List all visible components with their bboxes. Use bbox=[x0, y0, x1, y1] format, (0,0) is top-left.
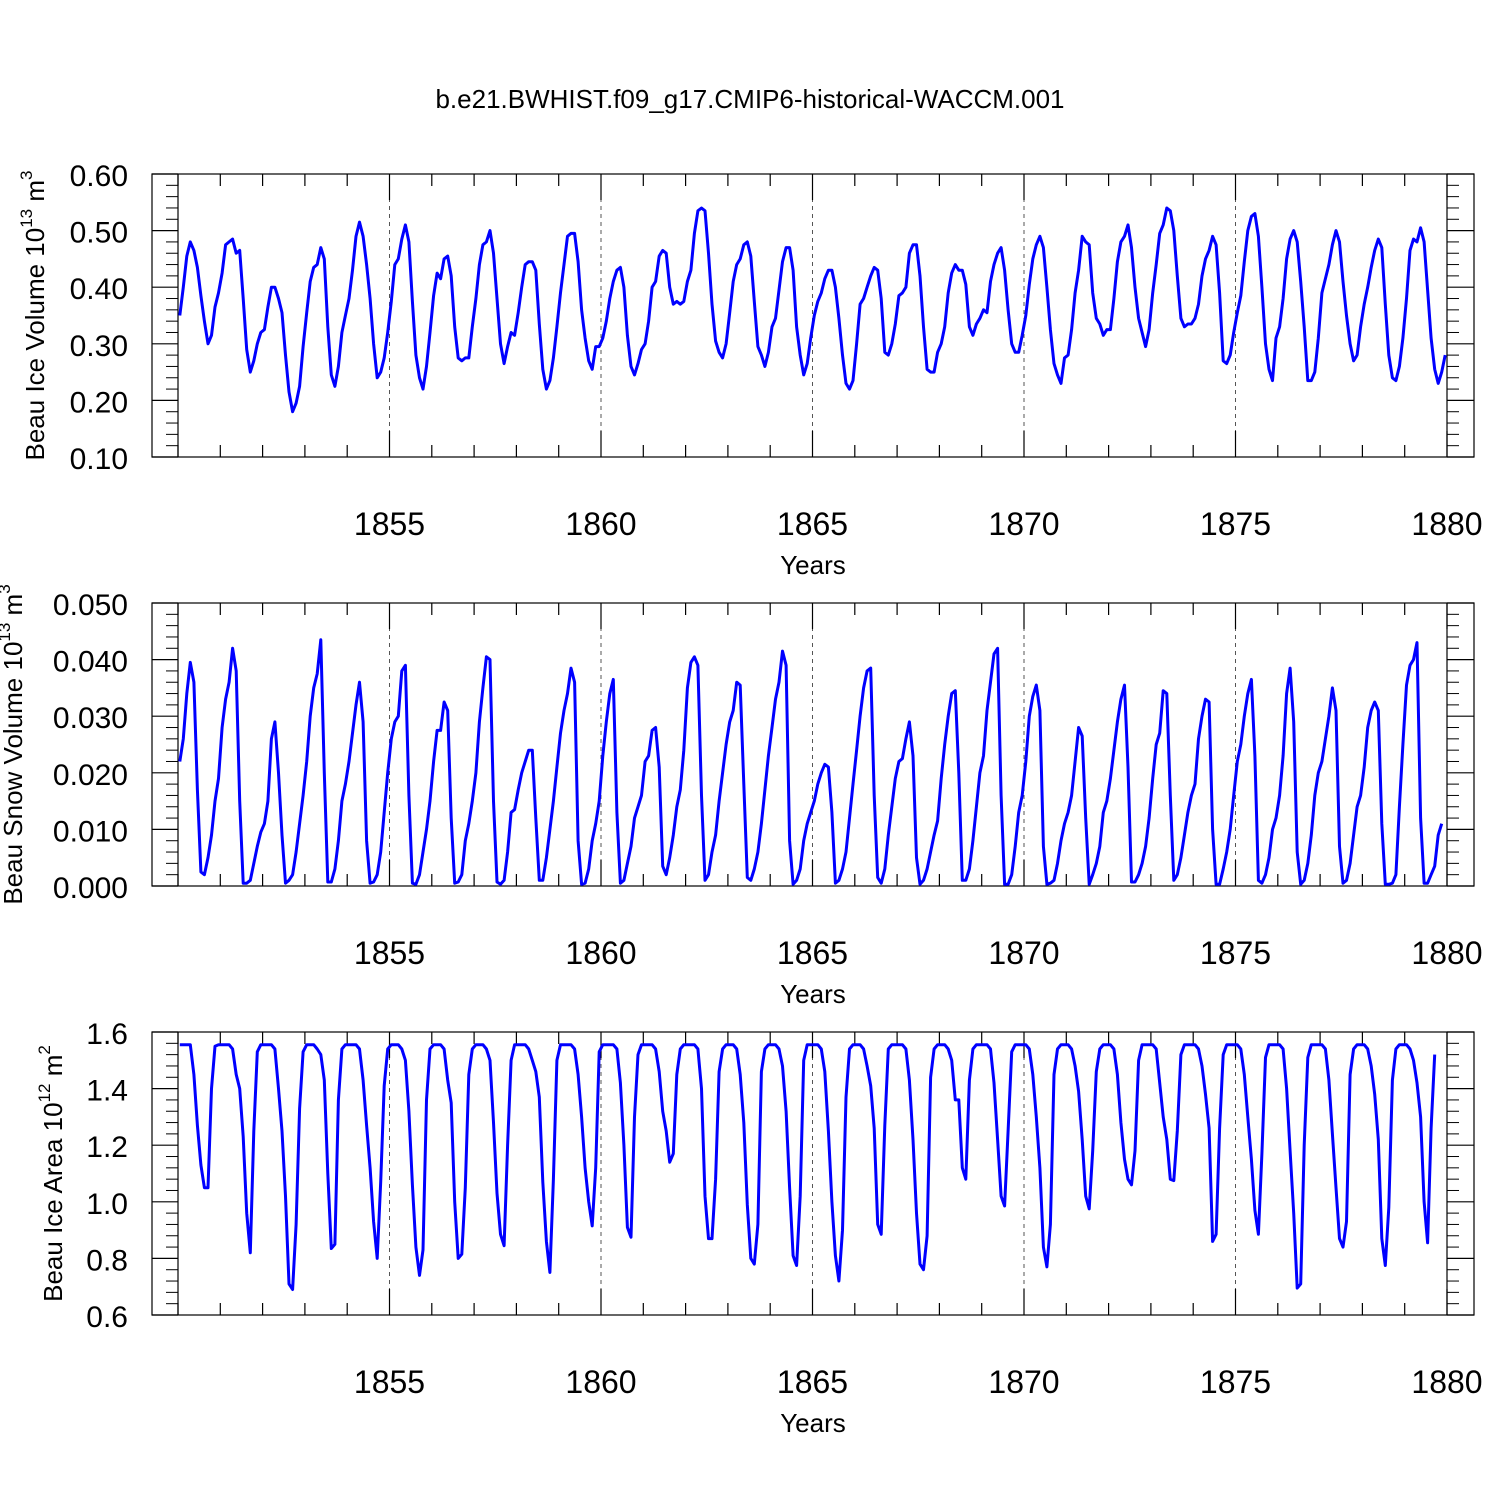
y-axis-label-main: Beau Ice Area 10 bbox=[38, 1102, 68, 1301]
y-tick-label: 1.6 bbox=[86, 1018, 128, 1051]
snow-volume-panel: 0.000 0.010 0.020 0.030 0.040 0.050 1855 1860 18… bbox=[0, 584, 1483, 1009]
y-axis-label-exp: 12 bbox=[35, 1083, 54, 1102]
y-axis-label-unit-exp: 3 bbox=[0, 584, 14, 593]
x-tick-label: 1860 bbox=[565, 935, 636, 971]
y-axis-label-unit: m bbox=[38, 1055, 68, 1084]
x-tick-label: 1870 bbox=[988, 506, 1059, 542]
x-tick-label: 1875 bbox=[1200, 506, 1271, 542]
ice-area-panel: 0.6 0.8 1.0 1.2 1.4 1.6 1855 1860 1865 1870 1875 18… bbox=[35, 1018, 1483, 1438]
y-tick-label: 0.40 bbox=[70, 273, 128, 306]
x-tick-label: 1875 bbox=[1200, 935, 1271, 971]
x-tick-label: 1865 bbox=[777, 935, 848, 971]
y-tick-label: 1.2 bbox=[86, 1131, 128, 1164]
y-tick-label: 0.8 bbox=[86, 1244, 128, 1277]
y-tick-label: 0.20 bbox=[70, 386, 128, 419]
y-axis-label-unit: m bbox=[20, 180, 50, 209]
y-axis-label-unit: m bbox=[0, 594, 28, 623]
series-line bbox=[178, 638, 1444, 886]
x-tick-label: 1860 bbox=[565, 1364, 636, 1400]
y-tick-label: 1.0 bbox=[86, 1188, 128, 1221]
x-axis-label: Years bbox=[780, 1408, 846, 1438]
y-axis-label-unit-exp: 2 bbox=[35, 1045, 54, 1054]
x-tick-label: 1875 bbox=[1200, 1364, 1271, 1400]
x-tick-label: 1880 bbox=[1411, 935, 1482, 971]
ice-volume-panel: 0.10 0.20 0.30 0.40 0.50 0.60 1855 1860 1865 1870… bbox=[17, 160, 1483, 580]
y-axis-label: Beau Ice Volume 1013 m3 bbox=[17, 171, 50, 461]
y-axis-label: Beau Snow Volume 1013 m3 bbox=[0, 584, 28, 904]
x-axis-label: Years bbox=[780, 979, 846, 1009]
y-axis-label: Beau Ice Area 1012 m2 bbox=[35, 1045, 68, 1302]
y-tick-label: 0.030 bbox=[53, 702, 128, 735]
y-tick-label: 0.020 bbox=[53, 759, 128, 792]
y-axis-label-exp: 13 bbox=[0, 623, 14, 642]
y-axis-label-exp: 13 bbox=[17, 209, 36, 228]
x-tick-label: 1855 bbox=[354, 506, 425, 542]
series-line bbox=[179, 1043, 1437, 1291]
y-tick-label: 0.60 bbox=[70, 160, 128, 193]
series-line bbox=[178, 206, 1447, 414]
x-tick-label: 1855 bbox=[354, 935, 425, 971]
x-tick-label: 1865 bbox=[777, 506, 848, 542]
x-axis-label: Years bbox=[780, 550, 846, 580]
x-tick-label: 1860 bbox=[565, 506, 636, 542]
x-tick-label: 1865 bbox=[777, 1364, 848, 1400]
y-tick-label: 1.4 bbox=[86, 1075, 128, 1108]
y-tick-label: 0.000 bbox=[53, 872, 128, 905]
figure-title: b.e21.BWHIST.f09_g17.CMIP6-historical-WA… bbox=[435, 84, 1065, 114]
y-axis-label-main: Beau Snow Volume 10 bbox=[0, 642, 28, 905]
y-tick-label: 0.010 bbox=[53, 815, 128, 848]
y-tick-label: 0.50 bbox=[70, 217, 128, 250]
x-tick-label: 1880 bbox=[1411, 506, 1482, 542]
y-tick-label: 0.30 bbox=[70, 330, 128, 363]
y-tick-label: 0.10 bbox=[70, 443, 128, 476]
x-tick-label: 1870 bbox=[988, 935, 1059, 971]
y-axis-label-main: Beau Ice Volume 10 bbox=[20, 228, 50, 461]
y-tick-label: 0.6 bbox=[86, 1301, 128, 1334]
x-tick-label: 1880 bbox=[1411, 1364, 1482, 1400]
x-tick-label: 1870 bbox=[988, 1364, 1059, 1400]
y-axis-label-unit-exp: 3 bbox=[17, 171, 36, 180]
y-tick-label: 0.050 bbox=[53, 589, 128, 622]
y-tick-label: 0.040 bbox=[53, 646, 128, 679]
x-tick-label: 1855 bbox=[354, 1364, 425, 1400]
